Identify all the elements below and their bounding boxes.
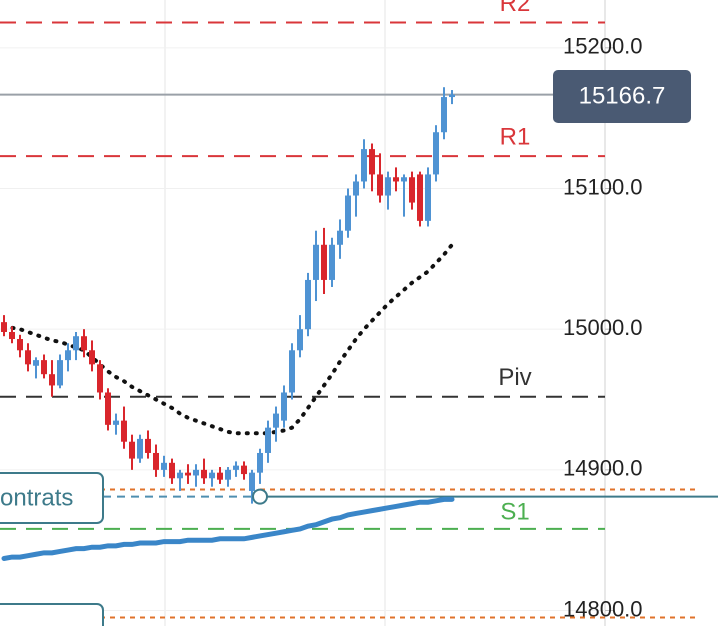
y-tick-label: 14900.0	[563, 456, 643, 481]
candle-body	[33, 360, 39, 366]
candle-body	[105, 392, 111, 425]
candle-body	[217, 472, 223, 480]
candle-body	[145, 438, 151, 453]
candle-body	[233, 465, 239, 470]
moving-average	[2, 242, 454, 436]
candle-body	[241, 465, 247, 475]
position-label: ontrats	[0, 484, 73, 511]
candle-body	[393, 177, 399, 182]
pivot-label: R1	[500, 123, 531, 150]
candle-body	[385, 177, 391, 196]
candle-body	[1, 322, 7, 332]
candle-body	[401, 177, 407, 182]
candle-body	[17, 339, 23, 351]
candle-body	[345, 195, 351, 231]
candle-body	[329, 244, 335, 280]
candle-body	[9, 331, 15, 340]
candle-body	[169, 462, 175, 479]
y-tick-label: 15100.0	[563, 174, 643, 199]
moving-average	[1, 496, 455, 561]
candle-body	[377, 174, 383, 196]
last-price-box	[553, 70, 691, 123]
y-tick-label: 15200.0	[563, 34, 643, 59]
candle-body	[353, 181, 359, 196]
candle-body	[265, 427, 271, 453]
candle-body	[225, 469, 231, 480]
candle-body	[193, 469, 199, 476]
candle-body	[89, 350, 95, 365]
candle-body	[161, 462, 167, 470]
candle-body	[25, 350, 31, 365]
candle-body	[297, 329, 303, 351]
candle-body	[289, 350, 295, 393]
candle-body	[129, 441, 135, 459]
candle-body	[281, 392, 287, 421]
last-price-label: 15166.7	[579, 82, 666, 109]
candle-body	[201, 469, 207, 479]
y-tick-label: 15000.0	[563, 315, 643, 340]
candle-body	[409, 177, 415, 203]
candle-body	[65, 350, 71, 361]
candle-body	[321, 244, 327, 280]
candle-body	[369, 149, 375, 175]
pivot-label: Piv	[498, 364, 531, 391]
candle-body	[97, 364, 103, 393]
candle-body	[433, 132, 439, 175]
candle-body	[209, 472, 215, 479]
position-box	[0, 472, 104, 524]
candle-body	[57, 360, 63, 386]
candle-body	[121, 420, 127, 442]
candle-body	[49, 374, 55, 386]
order-box	[0, 603, 104, 626]
pivot-label: R2	[500, 0, 531, 17]
candle-body	[313, 244, 319, 280]
position-marker	[252, 488, 268, 505]
pivot-label: S1	[500, 498, 529, 525]
candle-body	[441, 97, 447, 133]
candle-body	[153, 452, 159, 470]
candle-body	[361, 149, 367, 182]
candle-body	[113, 420, 119, 425]
candle-body	[257, 452, 263, 473]
candle-body	[337, 230, 343, 245]
candle-body	[417, 174, 423, 221]
candle-body	[249, 472, 255, 491]
candle-body	[449, 94, 455, 98]
candle-body	[137, 438, 143, 459]
candle-body	[41, 360, 47, 375]
candle-body	[73, 336, 79, 351]
candle-body	[177, 472, 183, 479]
candle-body	[81, 336, 87, 351]
candle-body	[273, 413, 279, 428]
candle-body	[425, 174, 431, 221]
candle-body	[185, 472, 191, 476]
candle-body	[305, 279, 311, 330]
